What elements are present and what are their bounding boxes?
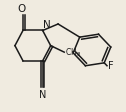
- Text: CH$_3$: CH$_3$: [66, 47, 82, 59]
- Text: O: O: [18, 4, 26, 14]
- Text: F: F: [108, 61, 114, 71]
- Text: N: N: [39, 90, 46, 100]
- Text: N: N: [43, 20, 51, 30]
